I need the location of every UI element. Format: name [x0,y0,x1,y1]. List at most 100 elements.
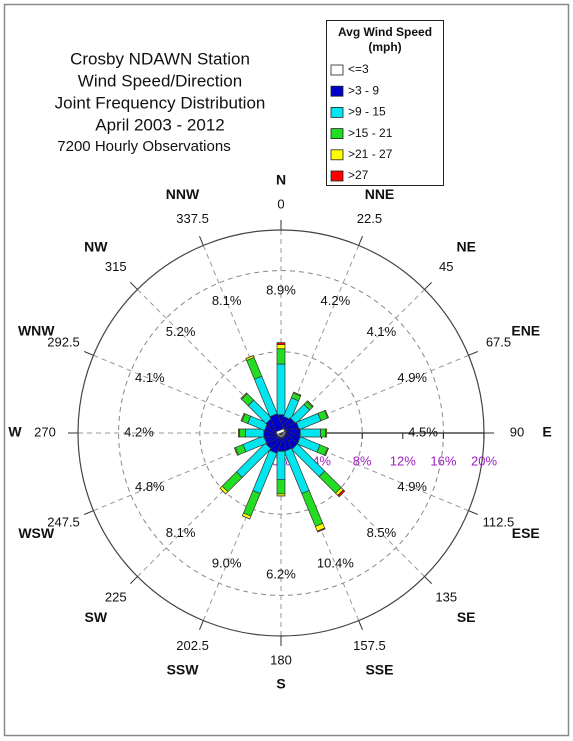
direction-degree: 67.5 [486,334,511,349]
bar-segment [276,348,286,365]
bar-segment [234,447,238,456]
spoke-tick [130,576,138,584]
frequency-label: 4.1% [367,324,397,339]
legend-box [326,20,444,186]
direction-degree: 135 [435,590,457,605]
legend-swatch [330,128,344,140]
frequency-label: 4.1% [135,370,165,385]
spoke-tick [468,351,478,356]
spoke [93,432,282,512]
legend-label: >21 - 27 [348,147,393,161]
spoke [280,432,425,577]
legend-label: >15 - 21 [348,126,393,140]
bar-segment [242,515,250,520]
direction-degree: 90 [510,424,524,439]
spoke [280,245,360,434]
direction-name: NW [84,239,108,255]
direction-name: S [276,676,285,692]
frequency-label: 8.5% [367,525,397,540]
bar-segment [293,391,302,396]
chart-title: Joint Frequency Distribution [55,93,266,112]
direction-degree: 0 [277,196,284,211]
bar-segment [219,488,226,495]
bar-segment [276,479,286,495]
legend-label: <=3 [348,62,369,76]
direction-degree: 337.5 [176,211,209,226]
chart-title: Crosby NDAWN Station [70,49,250,68]
direction-name: ENE [511,322,540,338]
frequency-label: 4.9% [397,479,427,494]
legend-swatch [330,149,344,161]
direction-degree: 157.5 [353,638,386,653]
radial-tick-label: 20% [471,453,497,468]
spoke-tick [468,510,478,515]
bar-segment [245,355,254,359]
bar-segment [337,489,346,498]
direction-name: SSE [365,661,393,677]
bar-segment [245,428,265,438]
frequency-label: 4.8% [135,479,165,494]
bar-segment [325,410,329,418]
frequency-label: 8.1% [166,525,196,540]
bar-segment [299,428,321,438]
frequency-label: 8.9% [266,282,296,297]
frequency-label: 4.5% [408,424,438,439]
spoke-tick [358,620,363,630]
direction-name: W [8,424,22,440]
direction-name: SW [85,609,108,625]
radial-tick-label: 16% [430,453,456,468]
frequency-label: 6.2% [266,566,296,581]
legend-title: (mph) [368,40,401,54]
direction-name: ESE [512,525,540,541]
bar-segment [276,363,286,416]
frequency-label: 10.4% [317,556,354,571]
direction-degree: 202.5 [176,638,209,653]
bar-segment [320,428,327,438]
frequency-label: 4.9% [397,370,427,385]
direction-name: NNW [166,186,200,202]
direction-name: SE [457,609,476,625]
legend-label: >3 - 9 [348,83,379,97]
direction-name: NE [456,239,475,255]
legend-swatch [330,85,344,97]
direction-name: SSW [167,661,200,677]
direction-degree: 112.5 [483,515,515,530]
bar-segment [325,448,329,456]
bar-segment [276,344,286,350]
legend-label: >9 - 15 [348,105,386,119]
direction-degree: 45 [439,259,453,274]
legend-title: Avg Wind Speed [338,25,432,39]
spoke-tick [424,576,432,584]
direction-name: WSW [18,525,55,541]
spoke-tick [130,282,138,290]
spoke [93,354,282,434]
direction-name: E [542,424,551,440]
direction-name: WNW [18,322,55,338]
radial-tick-label: 12% [390,453,416,468]
spoke-tick [358,236,363,246]
legend-label: >27 [348,168,369,182]
direction-degree: 247.5 [47,515,80,530]
spoke-tick [84,510,94,515]
frequency-label: 4.2% [321,293,351,308]
frequency-label: 4.2% [124,424,154,439]
spoke [280,289,425,434]
spoke [137,289,282,434]
bar-segment [276,342,286,346]
bar-segment [276,450,286,481]
frame [3,3,570,737]
direction-name: NNE [365,186,395,202]
legend-swatch [330,107,344,118]
spoke-tick [424,282,432,290]
direction-name: N [276,172,286,188]
frequency-label: 9.0% [212,556,242,571]
bar-segment [240,413,245,421]
chart-title: April 2003 - 2012 [95,115,224,134]
frequency-label: 5.2% [166,324,196,339]
frequency-label: 8.1% [212,293,242,308]
spoke-tick [199,620,204,630]
bar-segment [239,428,246,438]
direction-degree: 180 [270,652,292,667]
spoke-tick [199,236,204,246]
